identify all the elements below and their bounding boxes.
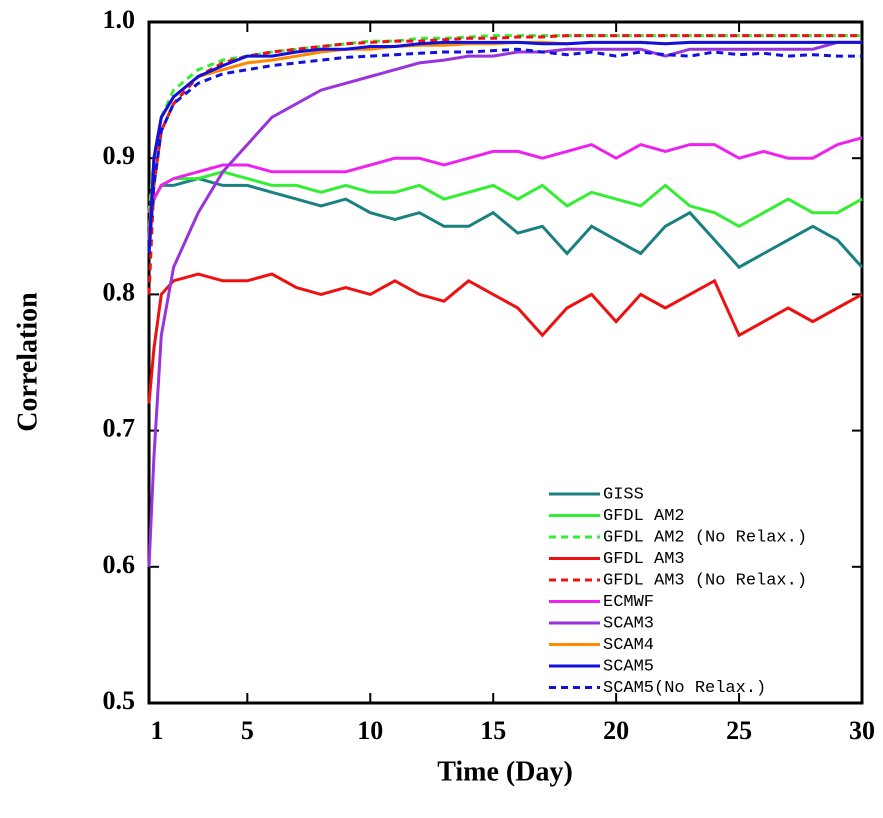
legend-label: GFDL AM3	[603, 550, 685, 569]
series-line	[147, 47, 862, 254]
x-axis-title: Time (Day)	[437, 756, 573, 787]
y-axis-title: Correlation	[12, 292, 43, 432]
x-tick-label: 5	[241, 716, 254, 745]
series-line	[147, 40, 862, 240]
x-tick-label: 10	[357, 716, 383, 745]
y-tick-label: 0.9	[103, 141, 136, 170]
legend-label: GFDL AM3 (No Relax.)	[603, 571, 807, 590]
legend-label: SCAM4	[603, 636, 654, 655]
legend-label: SCAM3	[603, 614, 654, 633]
legend-label: GFDL AM2	[603, 507, 685, 526]
legend-label: GISS	[603, 485, 644, 504]
x-tick-label: 1	[151, 716, 164, 745]
y-tick-label: 0.8	[103, 277, 136, 306]
series-line	[147, 272, 863, 404]
plot-frame	[147, 20, 864, 705]
legend-label: SCAM5	[603, 657, 654, 676]
series-line	[147, 40, 862, 254]
y-tick-label: 0.7	[103, 414, 136, 443]
y-tick-label: 1.0	[103, 5, 136, 34]
x-tick-label: 25	[726, 716, 752, 745]
legend-label: SCAM5(No Relax.)	[603, 679, 766, 698]
x-tick-label: 30	[849, 716, 875, 745]
series-line	[147, 34, 862, 295]
series-line	[147, 170, 863, 229]
series-line	[147, 177, 864, 270]
x-tick-label: 20	[603, 716, 629, 745]
legend-label: GFDL AM2 (No Relax.)	[603, 528, 807, 547]
y-tick-label: 0.6	[103, 550, 136, 579]
series-line	[147, 136, 863, 214]
x-tick-label: 15	[480, 716, 506, 745]
series-line	[147, 40, 862, 567]
legend-label: ECMWF	[603, 593, 654, 612]
y-tick-label: 0.5	[103, 686, 136, 715]
